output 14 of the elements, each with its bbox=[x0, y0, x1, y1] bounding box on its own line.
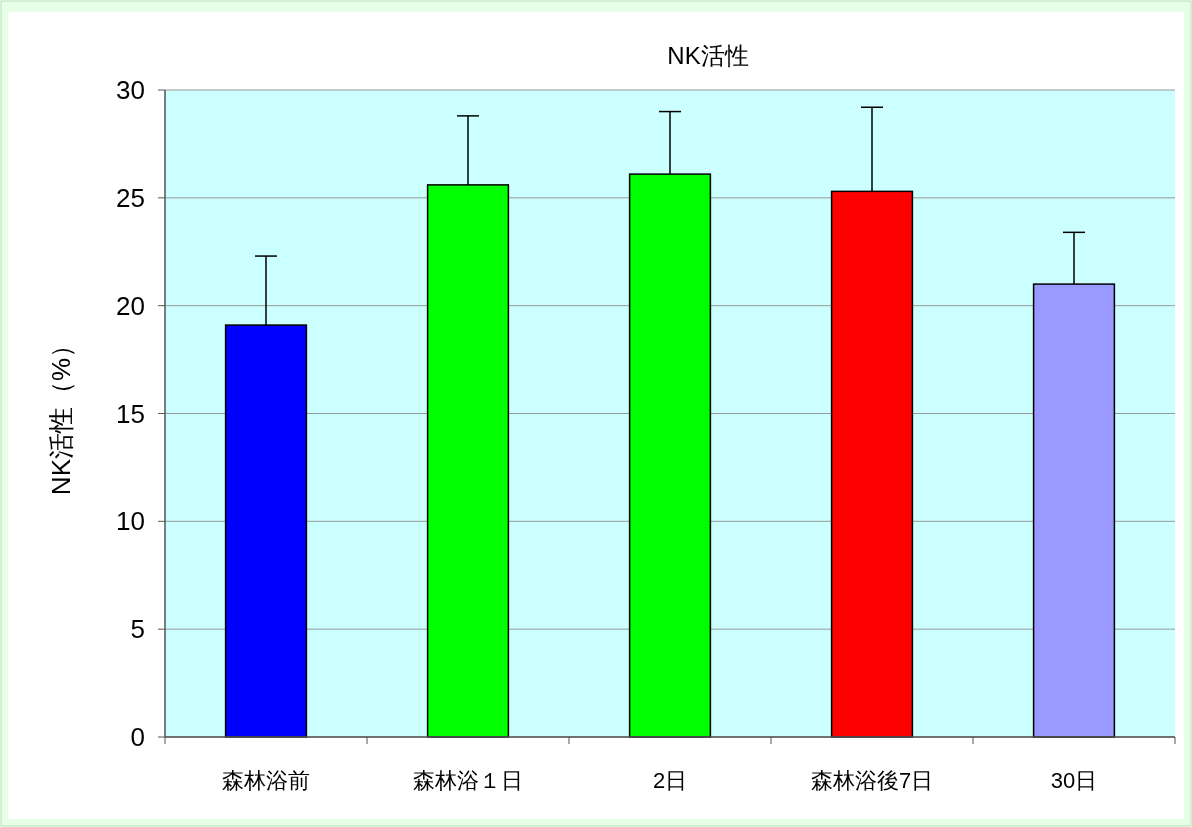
y-tick-label: 0 bbox=[130, 722, 145, 753]
chart-title: NK活性 bbox=[667, 42, 749, 69]
y-tick-label: 25 bbox=[116, 182, 145, 213]
y-tick-label: 20 bbox=[116, 290, 145, 321]
y-tick-label: 30 bbox=[116, 75, 145, 106]
y-axis-title: NK活性（%） bbox=[46, 331, 76, 496]
x-tick-label: 2日 bbox=[652, 768, 688, 793]
y-tick-label: 10 bbox=[116, 506, 145, 537]
x-tick-label: 森林浴１日 bbox=[413, 768, 523, 793]
x-tick-label: 森林浴前 bbox=[222, 768, 310, 793]
y-tick-label: 15 bbox=[116, 398, 145, 429]
x-tick-label: 森林浴後7日 bbox=[810, 768, 934, 793]
y-tick-label: 5 bbox=[130, 614, 145, 645]
x-tick-label: 30日 bbox=[1050, 768, 1098, 793]
